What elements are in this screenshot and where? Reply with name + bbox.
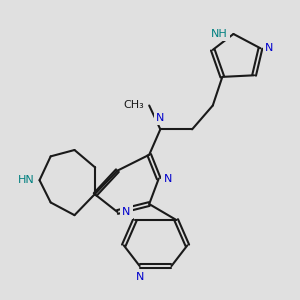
Text: N: N bbox=[265, 43, 274, 53]
Text: NH: NH bbox=[211, 29, 228, 39]
Text: N: N bbox=[164, 174, 172, 184]
Text: N: N bbox=[136, 272, 144, 282]
Text: CH₃: CH₃ bbox=[124, 100, 144, 110]
Text: N: N bbox=[122, 207, 130, 217]
Text: HN: HN bbox=[18, 175, 35, 185]
Text: N: N bbox=[156, 113, 164, 123]
